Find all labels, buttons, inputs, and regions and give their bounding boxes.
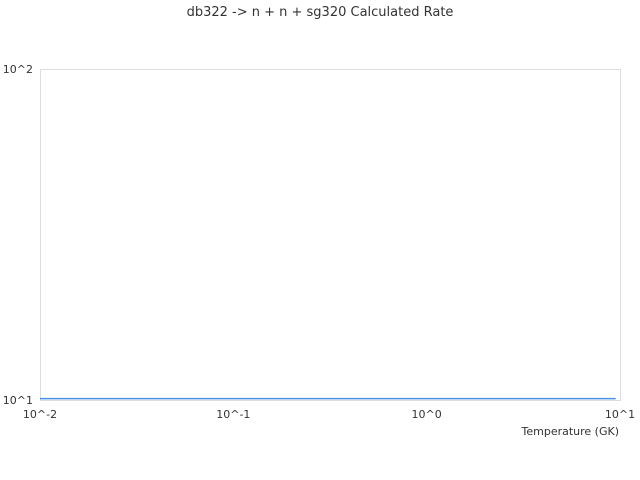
x-tick-label: 10^1 xyxy=(605,408,635,421)
chart-title: db322 -> n + n + sg320 Calculated Rate xyxy=(186,5,454,20)
plot-area xyxy=(40,69,621,401)
x-tick-label: 10^-2 xyxy=(23,408,57,421)
x-axis-label: Temperature (GK) xyxy=(521,425,620,438)
y-tick-label: 10^2 xyxy=(3,63,33,76)
x-tick-label: 10^0 xyxy=(412,408,442,421)
y-tick-label: 10^1 xyxy=(3,394,33,407)
x-tick-label: 10^-1 xyxy=(216,408,250,421)
